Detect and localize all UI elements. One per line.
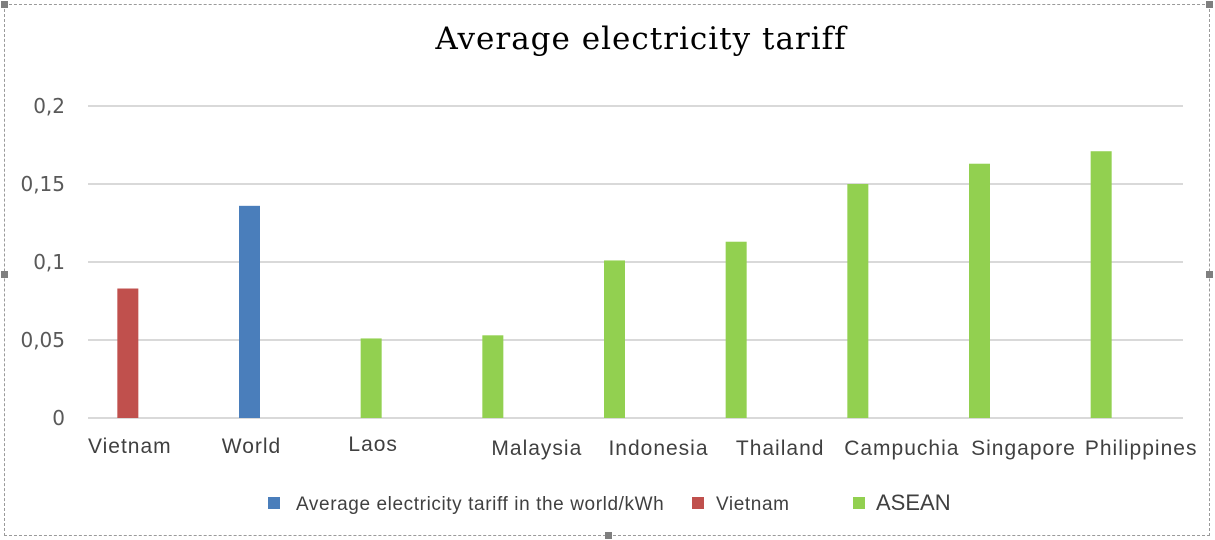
resize-handle-top-left[interactable] [1,1,8,8]
x-tick-label: Vietnam [88,435,172,458]
legend-label: Vietnam [716,494,790,515]
gridlines [88,105,1183,419]
legend: Average electricity tariff in the world/… [268,490,951,515]
bar-vietnam[interactable] [117,288,139,418]
legend-label: ASEAN [876,490,951,515]
bar-philippines[interactable] [1090,151,1112,419]
resize-handle-top-right[interactable] [1206,1,1213,8]
bar-thailand[interactable] [725,241,747,418]
chart-title: Average electricity tariff [434,21,848,57]
bar-singapore[interactable] [969,163,990,418]
bars [117,151,1112,419]
y-axis-ticks: 0 0,05 0,1 0,15 0,2 [20,94,65,430]
y-tick-label: 0,2 [33,94,65,118]
bar-campuchia[interactable] [847,184,869,418]
x-tick-label: World [222,435,281,458]
legend-label: Average electricity tariff in the world/… [296,494,664,515]
x-axis-labels: Vietnam World Laos Malaysia Indonesia Thailan… [88,433,1198,460]
bar-malaysia[interactable] [482,335,504,418]
x-tick-label: Singapore [971,437,1076,460]
resize-handle-middle-right[interactable] [1206,271,1213,278]
resize-handle-bottom-center[interactable] [605,532,612,539]
x-tick-label: Campuchia [844,437,959,460]
y-tick-label: 0,05 [20,328,65,352]
bar-indonesia[interactable] [604,260,625,418]
legend-swatch [692,497,704,509]
x-tick-label: Laos [348,433,398,456]
y-tick-label: 0,1 [33,250,65,274]
x-tick-label: Philippines [1085,437,1198,460]
legend-swatch [853,497,865,509]
bar-world[interactable] [239,205,260,418]
x-tick-label: Thailand [736,437,825,460]
legend-swatch [268,497,280,509]
y-tick-label: 0,15 [20,172,65,196]
y-tick-label: 0 [52,406,65,430]
x-tick-label: Malaysia [491,437,582,460]
bar-laos[interactable] [360,338,382,418]
x-tick-label: Indonesia [608,437,708,460]
resize-handle-middle-left[interactable] [1,271,8,278]
